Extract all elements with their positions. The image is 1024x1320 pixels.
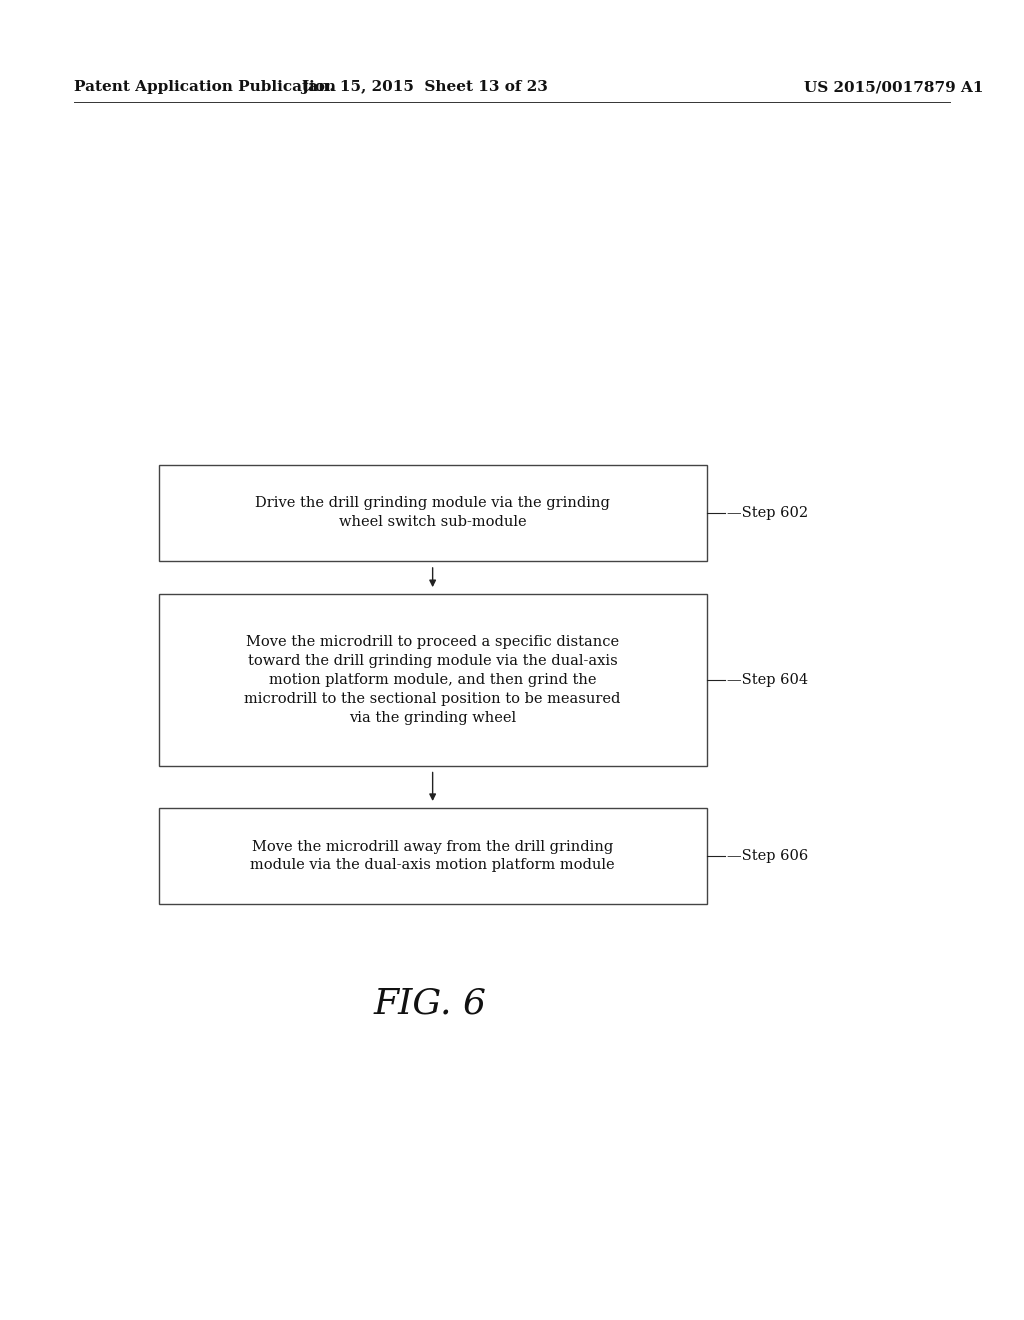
Text: Drive the drill grinding module via the grinding
wheel switch sub-module: Drive the drill grinding module via the … — [255, 496, 610, 529]
Bar — [159, 465, 707, 561]
Text: Patent Application Publication: Patent Application Publication — [74, 81, 336, 94]
Text: —Step 606: —Step 606 — [727, 849, 808, 863]
Text: Move the microdrill away from the drill grinding
module via the dual-axis motion: Move the microdrill away from the drill … — [250, 840, 615, 873]
Text: Move the microdrill to proceed a specific distance
toward the drill grinding mod: Move the microdrill to proceed a specifi… — [245, 635, 621, 725]
Text: —Step 602: —Step 602 — [727, 506, 808, 520]
Text: Jan. 15, 2015  Sheet 13 of 23: Jan. 15, 2015 Sheet 13 of 23 — [301, 81, 549, 94]
Text: US 2015/0017879 A1: US 2015/0017879 A1 — [804, 81, 983, 94]
Bar — [159, 808, 707, 904]
Text: FIG. 6: FIG. 6 — [374, 986, 486, 1020]
Bar — [159, 594, 707, 766]
Text: —Step 604: —Step 604 — [727, 673, 808, 686]
